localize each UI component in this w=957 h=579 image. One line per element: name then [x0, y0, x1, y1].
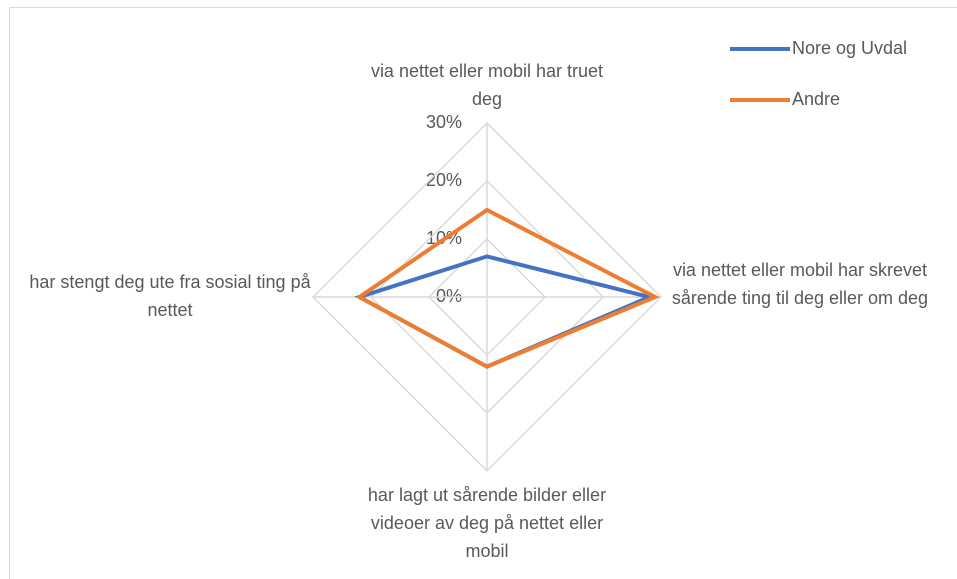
tick-label: 30%	[426, 112, 462, 132]
axis-label: har stengt deg ute fra sosial ting på ne…	[29, 272, 311, 320]
axis-label: har lagt ut sårende bilder eller videoer…	[367, 485, 607, 561]
chart-frame	[9, 7, 957, 579]
legend-label: Andre	[792, 89, 840, 109]
tick-label: 0%	[436, 286, 462, 306]
legend-label: Nore og Uvdal	[792, 38, 907, 58]
axis-label: via nettet eller mobil har truet deg	[370, 61, 604, 109]
series-line	[355, 207, 660, 369]
tick-label: 20%	[426, 170, 462, 190]
axis-label: via nettet eller mobil har skrevet såren…	[671, 260, 929, 308]
